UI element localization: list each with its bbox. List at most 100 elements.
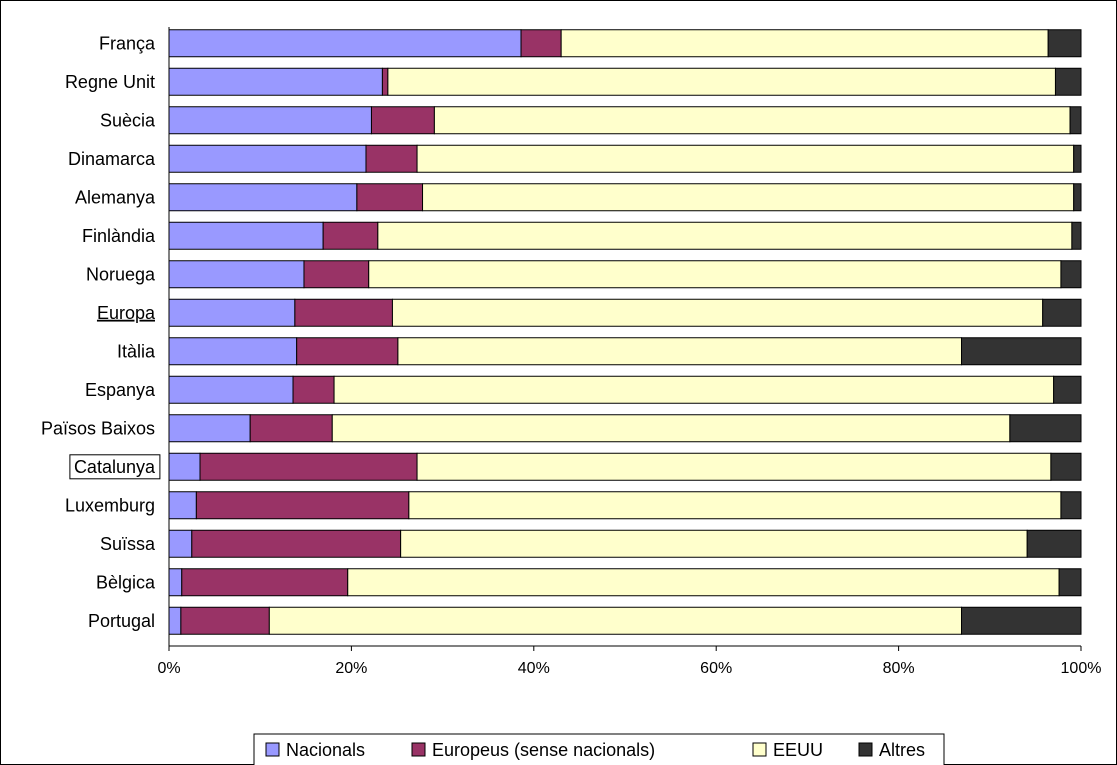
- bar-segment-0-6: [168, 260, 305, 289]
- bar-segment-1-10: [249, 414, 333, 443]
- bar-segment-2-15: [268, 606, 963, 635]
- bar-segment-1-0: [520, 29, 562, 58]
- category-label: Espanya: [85, 380, 156, 400]
- bar-segment-2-3: [416, 144, 1075, 173]
- legend-label: Altres: [879, 740, 925, 760]
- category-label: Europa: [97, 303, 156, 323]
- bar-segment-0-8: [168, 337, 298, 366]
- bar-segment-0-11: [168, 452, 201, 481]
- category-label: Suïssa: [100, 534, 156, 554]
- bar-segment-1-4: [356, 183, 424, 212]
- legend-swatch: [411, 742, 426, 757]
- bar-segment-2-2: [433, 106, 1071, 135]
- bar-segment-2-5: [377, 221, 1073, 250]
- bar-segment-0-15: [168, 606, 182, 635]
- bar-segment-2-6: [368, 260, 1062, 289]
- bar-segment-3-0: [1047, 29, 1082, 58]
- bar-segment-0-1: [168, 67, 383, 96]
- bar-segment-3-5: [1071, 221, 1082, 250]
- bar-segment-1-12: [195, 491, 410, 520]
- bar-segment-3-7: [1042, 298, 1082, 327]
- bar-segment-0-12: [168, 491, 197, 520]
- bar-segment-3-10: [1009, 414, 1082, 443]
- category-label: Dinamarca: [68, 149, 156, 169]
- bar-segment-0-3: [168, 144, 367, 173]
- bar-segment-1-14: [181, 568, 349, 597]
- x-tick-label: 0%: [157, 660, 180, 677]
- category-label-box: [69, 454, 161, 480]
- bar-segment-2-1: [387, 67, 1056, 96]
- bar-segment-1-5: [322, 221, 379, 250]
- bar-segment-1-3: [365, 144, 418, 173]
- category-label: Alemanya: [75, 187, 156, 207]
- bar-segment-0-2: [168, 106, 372, 135]
- bar-segment-3-1: [1054, 67, 1082, 96]
- x-tick-labels: 0% 20% 40% 60% 80% 100%: [157, 660, 1101, 677]
- bar-segment-0-0: [168, 29, 522, 58]
- bar-segment-0-7: [168, 298, 296, 327]
- legend-label: Europeus (sense nacionals): [432, 740, 655, 760]
- bar-segment-3-13: [1026, 529, 1082, 558]
- bar-segment-1-6: [303, 260, 370, 289]
- bar-segment-3-8: [961, 337, 1082, 366]
- bar-segment-0-10: [168, 414, 251, 443]
- category-label: Suècia: [100, 110, 156, 130]
- bar-segment-2-7: [391, 298, 1044, 327]
- legend-box: [253, 733, 945, 765]
- category-label: Luxemburg: [65, 495, 155, 515]
- bar-segment-2-14: [347, 568, 1060, 597]
- category-label: Catalunya: [74, 457, 156, 477]
- legend-label: Nacionals: [286, 740, 365, 760]
- bar-segment-2-9: [333, 375, 1055, 404]
- category-label: Portugal: [88, 611, 155, 631]
- category-label: Finlàndia: [82, 226, 156, 246]
- legend-swatch: [752, 742, 767, 757]
- category-label: Bèlgica: [96, 572, 156, 592]
- bar-segment-2-10: [331, 414, 1011, 443]
- bar-segment-0-13: [168, 529, 193, 558]
- bar-segment-0-5: [168, 221, 324, 250]
- bar-segment-1-1: [381, 67, 389, 96]
- x-tick-label: 100%: [1061, 660, 1102, 677]
- bar-segment-3-12: [1060, 491, 1082, 520]
- bar-segment-2-12: [408, 491, 1062, 520]
- bar-segment-3-6: [1060, 260, 1082, 289]
- bar-segment-3-14: [1058, 568, 1082, 597]
- bar-segment-2-4: [422, 183, 1075, 212]
- category-label: Regne Unit: [65, 72, 155, 92]
- category-label: Itàlia: [117, 341, 156, 361]
- legend: Nacionals Europeus (sense nacionals) EEUU A…: [253, 733, 945, 765]
- category-label: Noruega: [86, 264, 156, 284]
- bar-segment-2-0: [560, 29, 1049, 58]
- bar-segment-1-2: [370, 106, 435, 135]
- bar-segment-2-13: [400, 529, 1028, 558]
- x-tick-label: 20%: [335, 660, 367, 677]
- bar-segment-1-11: [199, 452, 418, 481]
- bar-segment-3-9: [1053, 375, 1082, 404]
- bar-segment-3-4: [1073, 183, 1082, 212]
- bar-segment-2-11: [416, 452, 1052, 481]
- bar-segment-3-11: [1050, 452, 1082, 481]
- bar-segment-3-15: [961, 606, 1082, 635]
- category-labels: França Regne Unit Suècia Dinamarca Alemanya F…: [41, 33, 161, 631]
- legend-label: EEUU: [773, 740, 823, 760]
- bar-segment-0-14: [168, 568, 183, 597]
- bar-segment-2-8: [397, 337, 963, 366]
- bar-segment-1-8: [296, 337, 399, 366]
- bar-segment-0-4: [168, 183, 358, 212]
- category-label: França: [99, 33, 156, 53]
- bar-segment-3-2: [1069, 106, 1082, 135]
- x-tick-label: 40%: [518, 660, 550, 677]
- x-tick-label: 80%: [883, 660, 915, 677]
- legend-swatch: [858, 742, 873, 757]
- legend-swatch: [265, 742, 280, 757]
- bar-segment-1-7: [294, 298, 393, 327]
- bar-segment-1-9: [292, 375, 335, 404]
- bar-segment-1-15: [180, 606, 270, 635]
- bar-segment-0-9: [168, 375, 294, 404]
- x-tick-label: 60%: [700, 660, 732, 677]
- bar-segment-3-3: [1073, 144, 1082, 173]
- category-label: Països Baixos: [41, 418, 155, 438]
- bar-segment-1-13: [191, 529, 402, 558]
